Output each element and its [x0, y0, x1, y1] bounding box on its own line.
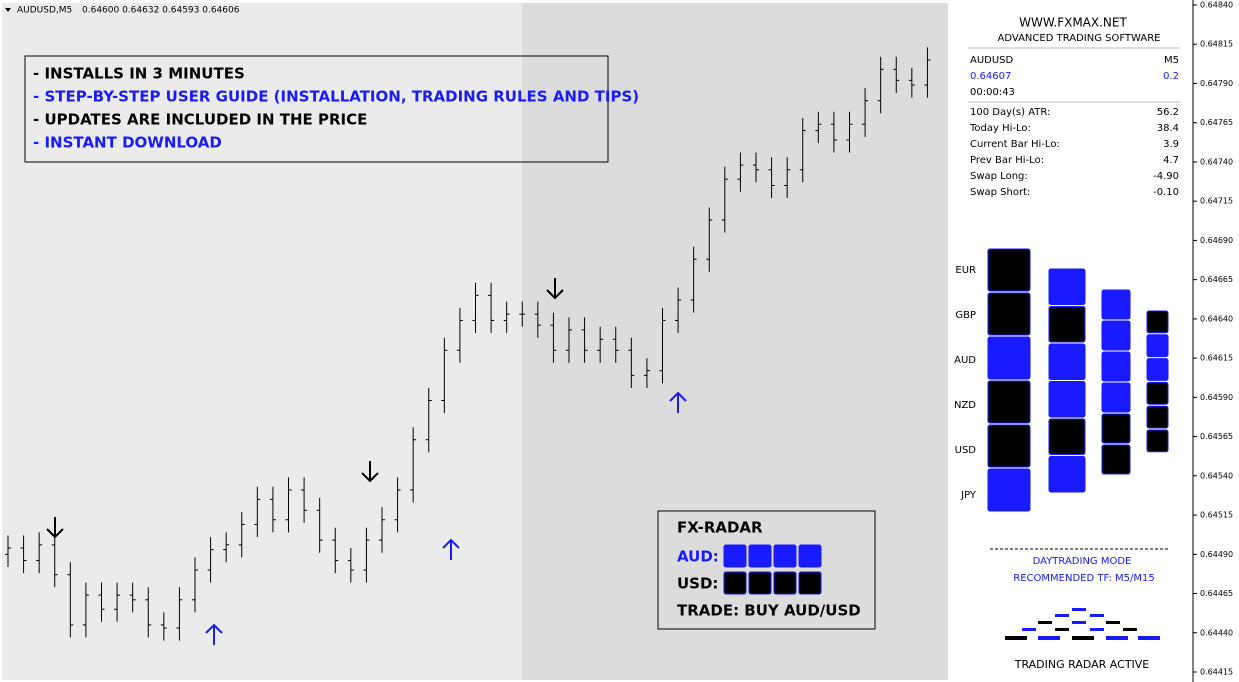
site: WWW.FXMAX.NET	[1019, 16, 1127, 30]
panel-price: 0.64607	[970, 71, 1011, 82]
promo-line: - STEP-BY-STEP USER GUIDE (INSTALLATION,…	[33, 88, 639, 106]
y-tick-label: 0.64790	[1200, 79, 1233, 88]
fx-radar-box	[657, 510, 876, 630]
radar-cell	[748, 571, 772, 595]
stat-label: 100 Day(s) ATR:	[970, 107, 1050, 118]
y-tick-label: 0.64540	[1200, 471, 1233, 480]
strength-cell	[987, 424, 1031, 468]
aud-label: AUD:	[677, 548, 719, 566]
y-tick-label: 0.64690	[1200, 236, 1233, 245]
usd-label: USD:	[677, 575, 718, 593]
strength-cell	[1146, 405, 1169, 429]
stat-label: Swap Long:	[970, 171, 1028, 182]
strength-cell	[1048, 268, 1086, 305]
strength-cell	[1101, 444, 1131, 475]
strength-cell	[1101, 382, 1131, 413]
signal-arrows	[46, 278, 687, 645]
tagline: ADVANCED TRADING SOFTWARE	[998, 33, 1161, 44]
radar-cell	[773, 571, 797, 595]
strength-cell	[1146, 429, 1169, 453]
stat-value: 56.2	[1157, 107, 1179, 118]
strength-cell	[1146, 358, 1169, 381]
strength-cell	[1101, 289, 1131, 320]
recommended-tf: RECOMMENDED TF: M5/M15	[1013, 573, 1154, 584]
y-tick-label: 0.64715	[1200, 197, 1233, 206]
strength-cell	[1048, 381, 1086, 418]
symbol-label: AUDUSD,M5	[17, 6, 72, 16]
stat-value: 38.4	[1157, 123, 1179, 134]
y-tick-label: 0.64740	[1200, 157, 1233, 166]
y-tick-label: 0.64415	[1200, 668, 1233, 677]
currency-label: AUD	[954, 355, 976, 366]
trade-label: TRADE: BUY AUD/USD	[677, 602, 861, 620]
y-tick-label: 0.64640	[1200, 314, 1233, 323]
y-tick-label: 0.64490	[1200, 550, 1233, 559]
stat-label: Prev Bar Hi-Lo:	[970, 155, 1044, 166]
strength-cell	[987, 336, 1031, 380]
panel-timeframe: M5	[1164, 55, 1179, 66]
fx-radar-title: FX-RADAR	[677, 519, 763, 537]
strength-cell	[1101, 351, 1131, 382]
strength-cell	[1101, 320, 1131, 351]
strength-cell	[987, 248, 1031, 292]
y-tick-label: 0.64565	[1200, 432, 1233, 441]
quote-label: 0.64600 0.64632 0.64593 0.64606	[82, 6, 240, 16]
currency-label: USD	[955, 445, 977, 456]
stat-value: -4.90	[1153, 171, 1179, 182]
strength-cell	[1048, 343, 1086, 380]
radar-cell	[723, 544, 747, 568]
stat-value: 3.9	[1163, 139, 1179, 150]
y-tick-label: 0.64465	[1200, 589, 1233, 598]
strength-cell	[987, 380, 1031, 424]
mode: DAYTRADING MODE	[1033, 556, 1132, 567]
strength-cell	[987, 292, 1031, 336]
radar-cell	[748, 544, 772, 568]
strength-cell	[1146, 334, 1169, 358]
radar-icon	[1005, 608, 1160, 640]
y-tick-label: 0.64815	[1200, 40, 1233, 49]
currency-label: NZD	[954, 400, 976, 411]
strength-cell	[1048, 456, 1086, 493]
radar-cell	[723, 571, 747, 595]
panel-symbol: AUDUSD	[970, 55, 1014, 66]
y-tick-label: 0.64765	[1200, 118, 1233, 127]
strength-cell	[1146, 381, 1169, 405]
radar-cell	[798, 571, 822, 595]
currency-label: GBP	[955, 310, 976, 321]
y-tick-label: 0.64440	[1200, 628, 1233, 637]
stat-value: 4.7	[1163, 155, 1179, 166]
y-tick-label: 0.64515	[1200, 511, 1233, 520]
stat-value: -0.10	[1153, 187, 1179, 198]
currency-label: EUR	[955, 265, 976, 276]
currency-label: JPY	[960, 490, 977, 501]
panel-spread: 0.2	[1163, 71, 1179, 82]
strength-cell	[1048, 306, 1086, 343]
status: TRADING RADAR ACTIVE	[1014, 658, 1150, 671]
y-tick-label: 0.64665	[1200, 275, 1233, 284]
stat-label: Current Bar Hi-Lo:	[970, 139, 1060, 150]
strength-cell	[1101, 413, 1131, 444]
stat-label: Swap Short:	[970, 187, 1030, 198]
promo-line: - INSTALLS IN 3 MINUTES	[33, 65, 245, 83]
panel-timer: 00:00:43	[970, 87, 1015, 98]
y-tick-label: 0.64840	[1200, 1, 1233, 10]
chart-zone-left	[2, 3, 522, 680]
stat-label: Today Hi-Lo:	[969, 123, 1031, 134]
y-tick-label: 0.64615	[1200, 354, 1233, 363]
dropdown-icon[interactable]	[5, 8, 11, 12]
promo-line: - UPDATES ARE INCLUDED IN THE PRICE	[33, 111, 367, 129]
y-tick-label: 0.64590	[1200, 393, 1233, 402]
strength-cell	[1146, 310, 1169, 334]
radar-cell	[773, 544, 797, 568]
strength-cell	[1048, 418, 1086, 455]
promo-line: - INSTANT DOWNLOAD	[33, 134, 222, 152]
strength-cell	[987, 468, 1031, 512]
promo-box	[24, 55, 609, 163]
radar-cell	[798, 544, 822, 568]
